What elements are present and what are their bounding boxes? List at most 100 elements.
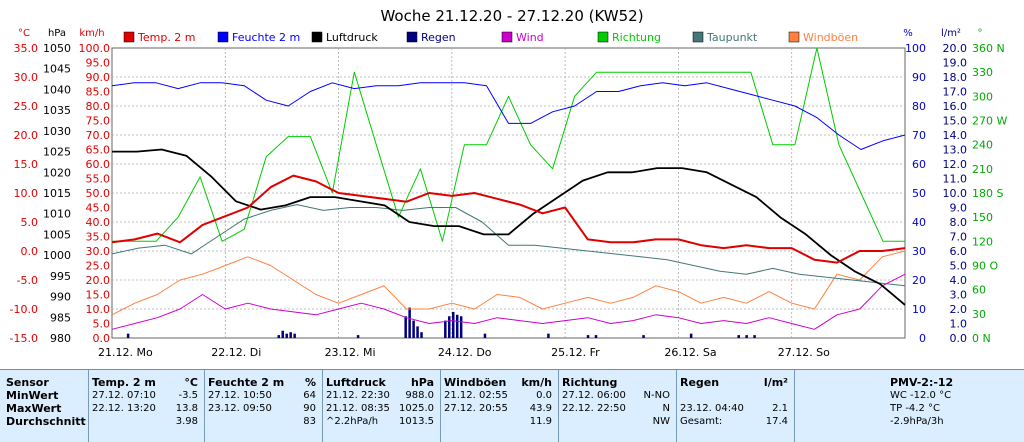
tick-pressure: 1020	[43, 166, 71, 179]
max-label: MaxWert	[6, 402, 62, 415]
axis-unit-rain: l/m²	[941, 28, 961, 39]
tick-wind: 45.0	[86, 202, 111, 215]
tick-direction: 300	[972, 90, 993, 103]
tick-rain: 3.0	[950, 289, 968, 302]
axis-unit-humidity: %	[903, 28, 913, 39]
tick-pressure: 1025	[43, 146, 71, 159]
rain-bar	[451, 311, 455, 338]
direction-max-time: 22.12. 22:50	[562, 403, 626, 414]
divider	[88, 370, 89, 442]
rain-max-value: 2.1	[772, 403, 788, 414]
pressure-avg-value: 1013.5	[399, 416, 434, 427]
rain-bar	[455, 314, 459, 338]
tick-temp: -15.0	[10, 332, 38, 345]
gust-avg-value: 11.9	[529, 416, 552, 427]
tick-rain: 9.0	[950, 202, 968, 215]
gust-max-time: 27.12. 20:55	[444, 403, 508, 414]
sensor-header: Sensor	[6, 376, 49, 389]
min-label: MinWert	[6, 389, 59, 402]
tick-pressure: 1005	[43, 228, 71, 241]
series-line	[111, 82, 906, 150]
pmv-column: PMV-2:-12 WC -12.0 °C TP -4.2 °C -2.9hPa…	[890, 370, 1018, 442]
tick-humidity: 30	[912, 245, 926, 258]
divider	[558, 370, 559, 442]
rain-bar	[285, 333, 288, 338]
humidity-avg-value: 83	[303, 416, 316, 427]
rain-total-label: Gesamt:	[680, 416, 723, 427]
tick-humidity: 10	[912, 303, 926, 316]
tick-rain: 0.0	[950, 332, 968, 345]
humidity-header: Feuchte 2 m	[208, 376, 285, 389]
pmv-tp: TP -4.2 °C	[890, 403, 940, 414]
legend-label: Temp. 2 m	[137, 31, 196, 44]
tick-temp: 25.0	[14, 100, 39, 113]
direction-header: Richtung	[562, 376, 618, 389]
tick-temp: 30.0	[14, 71, 39, 84]
tick-direction: 180 S	[972, 187, 1003, 200]
tick-wind: 15.0	[86, 289, 111, 302]
temp-avg-value: 3.98	[175, 416, 198, 427]
tick-humidity: 60	[912, 158, 926, 171]
gust-min-time: 21.12. 02:55	[444, 390, 508, 401]
tick-pressure: 1030	[43, 125, 71, 138]
tick-temp: 5.0	[21, 216, 39, 229]
tick-direction: 360 N	[972, 42, 1005, 55]
pressure-min-time: 21.12. 22:30	[326, 390, 390, 401]
tick-humidity: 20	[912, 274, 926, 287]
tick-wind: 35.0	[86, 231, 111, 244]
rain-bar	[483, 333, 487, 338]
tick-pressure: 995	[50, 270, 71, 283]
tick-temp: 0.0	[21, 245, 39, 258]
divider	[794, 370, 795, 442]
rain-bar	[289, 332, 292, 338]
tick-rain: 2.0	[950, 303, 968, 316]
rain-max-time: 23.12. 04:40	[680, 403, 744, 414]
tick-pressure: 985	[50, 311, 71, 324]
divider	[440, 370, 441, 442]
pressure-min-value: 988.0	[405, 390, 434, 401]
avg-label: Durchschnitt	[6, 415, 86, 428]
rain-bar	[293, 333, 296, 338]
tick-wind: 20.0	[86, 274, 111, 287]
tick-humidity: 50	[912, 187, 926, 200]
x-axis-label: 21.12. Mo	[98, 346, 153, 359]
direction-column: Richtung 27.12. 06:00 N-NO 22.12. 22:50 N …	[562, 370, 674, 442]
direction-min-value: N-NO	[643, 390, 670, 401]
temp-column: Temp. 2 m °C 27.12. 07:10 -3.5 22.12. 13:2…	[92, 370, 202, 442]
axis-unit-pressure: hPa	[48, 28, 66, 39]
chart-title: Woche 21.12.20 - 27.12.20 (KW52)	[380, 7, 643, 25]
legend-label: Taupunkt	[706, 31, 758, 44]
rain-bar	[737, 335, 740, 338]
tick-direction: 270 W	[972, 115, 1007, 128]
rain-bar	[753, 335, 756, 338]
pmv-trend: -2.9hPa/3h	[890, 416, 944, 427]
tick-direction: 60	[972, 284, 986, 297]
tick-wind: 30.0	[86, 245, 111, 258]
tick-wind: 70.0	[86, 129, 111, 142]
temp-header: Temp. 2 m	[92, 376, 156, 389]
series-line	[111, 204, 906, 287]
tick-direction: 90 O	[972, 260, 998, 273]
pressure-header: Luftdruck	[326, 376, 386, 389]
humidity-column: Feuchte 2 m% 27.12. 10:50 64 23.12. 09:50…	[208, 370, 320, 442]
tick-wind: 95.0	[86, 57, 111, 70]
tick-humidity: 80	[912, 100, 926, 113]
sensor-column: Sensor MinWert MaxWert Durchschnitt	[6, 370, 88, 442]
rain-bar	[277, 335, 281, 338]
rain-bar	[594, 335, 598, 338]
divider	[676, 370, 677, 442]
x-axis-label: 22.12. Di	[211, 346, 261, 359]
rain-bar	[412, 320, 415, 338]
rain-bar	[408, 307, 411, 338]
x-axis-label: 27.12. So	[778, 346, 830, 359]
tick-rain: 10.0	[943, 187, 968, 200]
temp-max-time: 22.12. 13:20	[92, 403, 156, 414]
rain-bar	[126, 333, 130, 338]
tick-temp: -10.0	[10, 303, 38, 316]
pmv-wc: WC -12.0 °C	[890, 390, 952, 401]
tick-direction: 0 N	[972, 332, 991, 345]
tick-wind: 55.0	[86, 173, 111, 186]
direction-min-time: 27.12. 06:00	[562, 390, 626, 401]
tick-rain: 11.0	[943, 173, 968, 186]
series-line	[111, 250, 906, 316]
